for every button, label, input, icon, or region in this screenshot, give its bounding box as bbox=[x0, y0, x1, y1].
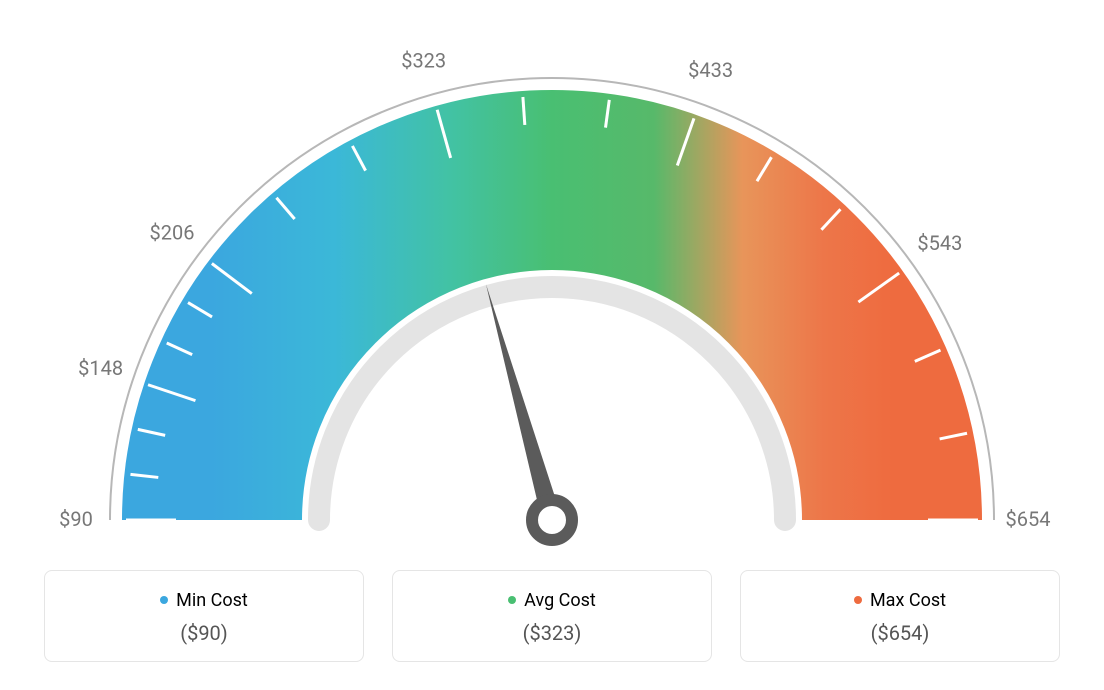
legend-value-avg: ($323) bbox=[405, 621, 699, 645]
legend-label-avg-text: Avg Cost bbox=[524, 590, 596, 611]
svg-text:$433: $433 bbox=[688, 58, 733, 82]
svg-text:$323: $323 bbox=[401, 49, 446, 73]
svg-text:$90: $90 bbox=[59, 507, 93, 531]
legend-card-avg: Avg Cost ($323) bbox=[392, 570, 712, 662]
legend-label-min: Min Cost bbox=[160, 590, 248, 611]
legend-label-max: Max Cost bbox=[854, 590, 946, 611]
legend-value-min: ($90) bbox=[57, 621, 351, 645]
legend-dot-min bbox=[160, 596, 168, 604]
svg-text:$543: $543 bbox=[917, 231, 962, 255]
cost-gauge: $90 $148 $206 $323 $433 $543 $654 bbox=[0, 0, 1104, 560]
legend-value-max: ($654) bbox=[753, 621, 1047, 645]
legend-dot-max bbox=[854, 596, 862, 604]
svg-text:$654: $654 bbox=[1006, 507, 1051, 531]
legend-label-avg: Avg Cost bbox=[508, 590, 596, 611]
legend-label-max-text: Max Cost bbox=[870, 590, 946, 611]
legend-card-max: Max Cost ($654) bbox=[740, 570, 1060, 662]
legend-dot-avg bbox=[508, 596, 516, 604]
svg-text:$148: $148 bbox=[78, 356, 123, 380]
legend-card-min: Min Cost ($90) bbox=[44, 570, 364, 662]
legend-label-min-text: Min Cost bbox=[176, 590, 248, 611]
svg-text:$206: $206 bbox=[149, 220, 194, 244]
legend-row: Min Cost ($90) Avg Cost ($323) Max Cost … bbox=[0, 570, 1104, 662]
gauge-svg: $90 $148 $206 $323 $433 $543 $654 bbox=[0, 0, 1104, 560]
